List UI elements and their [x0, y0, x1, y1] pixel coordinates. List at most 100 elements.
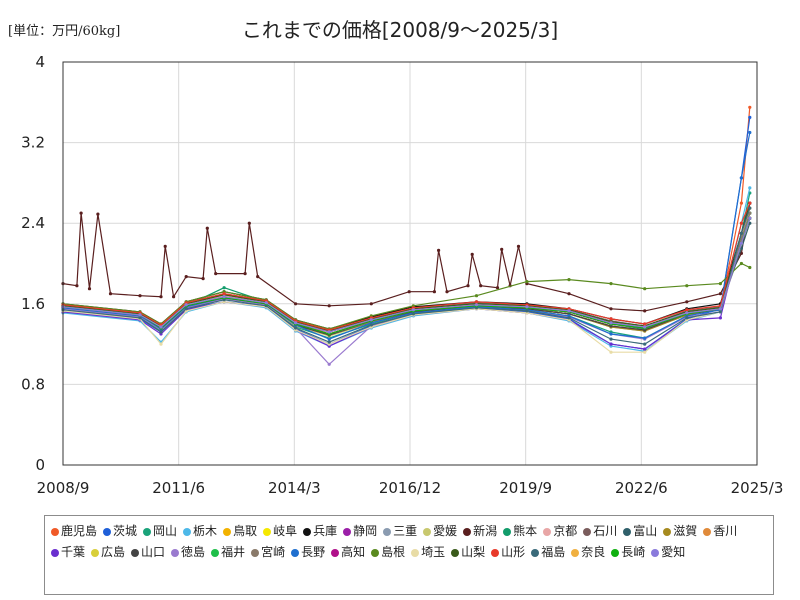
legend-label: 茨城 [113, 524, 138, 538]
data-point [159, 325, 163, 329]
data-point [369, 323, 373, 327]
legend-item: 島根 [371, 543, 405, 562]
data-point [256, 275, 260, 279]
legend-label: 島根 [381, 545, 406, 559]
legend-label: 宮崎 [261, 545, 286, 559]
legend-marker-icon [343, 528, 352, 536]
legend-label: 福島 [541, 545, 566, 559]
legend-item: 山口 [131, 543, 165, 562]
legend-item: 栃木 [183, 522, 217, 541]
data-point [748, 115, 752, 119]
data-point [75, 284, 79, 288]
data-point [474, 303, 479, 307]
legend-item: 静岡 [343, 522, 377, 541]
legend-label: 静岡 [353, 524, 378, 538]
legend-label: 愛知 [661, 545, 686, 559]
legend-item: 富山 [623, 522, 657, 541]
legend-item: 三重 [383, 522, 417, 541]
data-point [718, 292, 723, 296]
legend-label: 滋賀 [673, 524, 698, 538]
data-point [327, 362, 331, 366]
legend-marker-icon [183, 528, 192, 536]
data-point [739, 176, 744, 180]
legend-label: 埼玉 [421, 545, 446, 559]
legend-marker-icon [583, 528, 592, 536]
legend-marker-icon [571, 549, 580, 557]
legend-item: 兵庫 [303, 522, 337, 541]
legend-marker-icon [383, 528, 392, 536]
data-point [609, 332, 613, 336]
plot-frame [62, 61, 758, 466]
legend-item: 福井 [211, 543, 245, 562]
legend-marker-icon [91, 549, 100, 557]
data-point [222, 286, 226, 290]
data-point [643, 325, 647, 329]
data-point [369, 318, 373, 322]
legend-item: 鹿児島 [51, 522, 97, 541]
data-point [327, 340, 331, 344]
data-point [437, 248, 441, 252]
data-point [748, 130, 752, 135]
x-tick-label: 2008/9 [37, 479, 90, 497]
data-point [138, 294, 142, 298]
data-point [201, 277, 205, 281]
data-point [609, 342, 613, 346]
data-point [264, 301, 268, 305]
legend-item: 滋賀 [663, 522, 697, 541]
legend-item: 鳥取 [223, 522, 257, 541]
data-point [247, 221, 251, 225]
legend-item: 宮崎 [251, 543, 285, 562]
data-point [567, 309, 571, 313]
data-point [222, 292, 226, 296]
legend-marker-icon [663, 528, 672, 536]
legend-label: 栃木 [193, 524, 218, 538]
legend-label: 京都 [553, 524, 578, 538]
data-point [159, 330, 163, 334]
legend-label: 石川 [593, 524, 618, 538]
data-point [643, 347, 647, 351]
legend-label: 岡山 [153, 524, 178, 538]
legend-item: 熊本 [503, 522, 537, 541]
legend-item: 岐阜 [263, 522, 297, 541]
legend-label: 千葉 [61, 545, 86, 559]
data-point [685, 311, 689, 315]
data-point [474, 294, 479, 298]
legend-label: 熊本 [513, 524, 538, 538]
data-point [369, 302, 373, 306]
data-point [609, 337, 613, 341]
legend-label: 高知 [341, 545, 366, 559]
legend-item: 山梨 [451, 543, 485, 562]
x-tick-label: 2022/6 [615, 479, 668, 497]
data-point [718, 316, 723, 320]
series-line-鹿児島 [62, 107, 751, 335]
legend-marker-icon [291, 549, 300, 557]
data-point [739, 241, 744, 245]
legend-item: 福島 [531, 543, 565, 562]
legend-marker-icon [303, 528, 312, 536]
data-point [87, 287, 92, 291]
data-point [643, 287, 647, 291]
data-point [609, 317, 613, 321]
legend: 鹿児島 茨城 岡山 栃木 鳥取 岐阜 兵庫 静岡 三重 愛媛 新潟 熊本 京都 石川 富山 滋賀 香川千葉 広島 山… [44, 515, 774, 595]
legend-marker-icon [371, 549, 380, 557]
legend-marker-icon [703, 528, 712, 536]
data-point [108, 292, 113, 296]
data-point [479, 284, 483, 288]
legend-marker-icon [211, 549, 220, 557]
line-chart: 0 0.8 1.6 2.4 3.2 4 2008/9 2011/6 2014/3 2016/12 2… [21, 53, 783, 497]
legend-marker-icon [611, 549, 620, 557]
data-point [470, 252, 474, 256]
legend-label: 岐阜 [273, 524, 298, 538]
legend-label: 奈良 [581, 545, 606, 559]
data-point [445, 290, 449, 294]
data-point [685, 284, 689, 288]
data-point [685, 308, 689, 312]
data-point [159, 295, 163, 299]
legend-item: 香川 [703, 522, 737, 541]
data-point [525, 280, 529, 284]
legend-item: 愛媛 [423, 522, 457, 541]
legend-marker-icon [263, 528, 272, 536]
data-point [609, 350, 613, 354]
data-point [718, 282, 723, 286]
legend-item: 徳島 [171, 543, 205, 562]
